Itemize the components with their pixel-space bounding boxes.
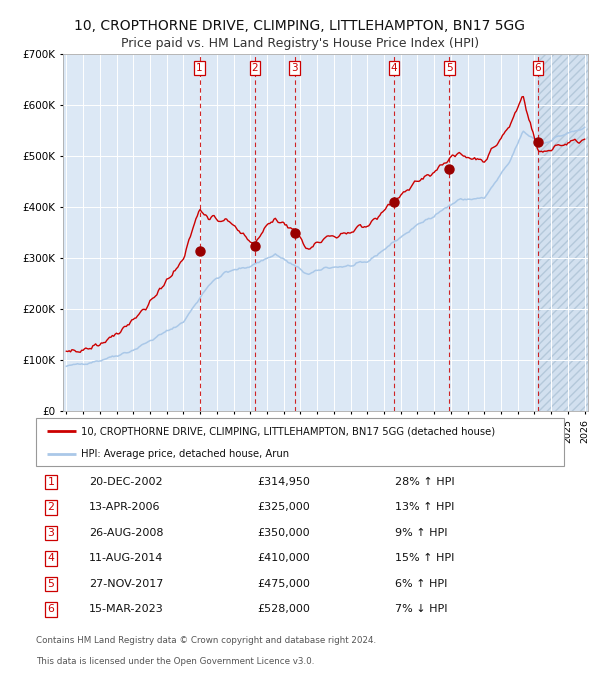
Text: Price paid vs. HM Land Registry's House Price Index (HPI): Price paid vs. HM Land Registry's House … [121,37,479,50]
Text: £475,000: £475,000 [258,579,311,589]
Text: £410,000: £410,000 [258,554,311,564]
Text: £314,950: £314,950 [258,477,311,487]
Text: 4: 4 [47,554,54,564]
Text: 10, CROPTHORNE DRIVE, CLIMPING, LITTLEHAMPTON, BN17 5GG: 10, CROPTHORNE DRIVE, CLIMPING, LITTLEHA… [74,19,526,33]
Text: 15-MAR-2023: 15-MAR-2023 [89,605,164,615]
Text: 3: 3 [291,63,298,73]
Text: HPI: Average price, detached house, Arun: HPI: Average price, detached house, Arun [81,449,289,459]
Bar [538,54,588,411]
Text: 10, CROPTHORNE DRIVE, CLIMPING, LITTLEHAMPTON, BN17 5GG (detached house): 10, CROPTHORNE DRIVE, CLIMPING, LITTLEHA… [81,426,495,436]
Text: 6: 6 [535,63,541,73]
Text: 1: 1 [47,477,54,487]
FancyBboxPatch shape [36,418,564,466]
Text: 2: 2 [251,63,258,73]
Text: 27-NOV-2017: 27-NOV-2017 [89,579,163,589]
Bar [538,54,588,411]
Text: 6% ↑ HPI: 6% ↑ HPI [395,579,448,589]
Text: 7% ↓ HPI: 7% ↓ HPI [395,605,448,615]
Text: 20-DEC-2002: 20-DEC-2002 [89,477,163,487]
Text: 6: 6 [47,605,54,615]
Text: 15% ↑ HPI: 15% ↑ HPI [395,554,454,564]
Text: 28% ↑ HPI: 28% ↑ HPI [395,477,455,487]
Text: £325,000: £325,000 [258,503,311,513]
Text: Contains HM Land Registry data © Crown copyright and database right 2024.: Contains HM Land Registry data © Crown c… [36,636,376,645]
Text: This data is licensed under the Open Government Licence v3.0.: This data is licensed under the Open Gov… [36,658,314,666]
Text: 3: 3 [47,528,54,538]
Text: 5: 5 [47,579,54,589]
Text: 26-AUG-2008: 26-AUG-2008 [89,528,163,538]
Text: £528,000: £528,000 [258,605,311,615]
Text: 13-APR-2006: 13-APR-2006 [89,503,160,513]
Text: 1: 1 [196,63,203,73]
Text: 2: 2 [47,503,54,513]
Text: 5: 5 [446,63,453,73]
Text: 4: 4 [391,63,398,73]
Text: 13% ↑ HPI: 13% ↑ HPI [395,503,454,513]
Text: £350,000: £350,000 [258,528,310,538]
Text: 11-AUG-2014: 11-AUG-2014 [89,554,163,564]
Text: 9% ↑ HPI: 9% ↑ HPI [395,528,448,538]
